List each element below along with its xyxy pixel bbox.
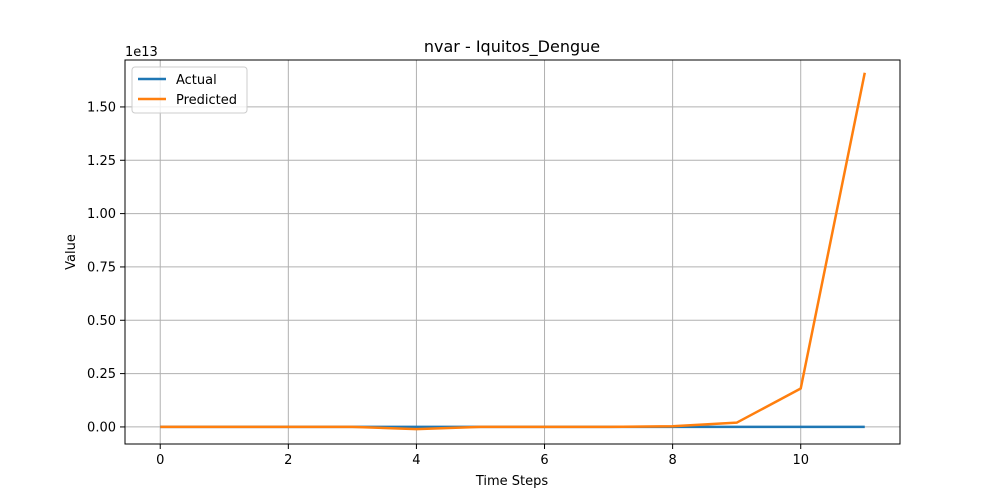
y-tick-label: 1.00 [87,207,116,222]
y-tick-label: 1.50 [87,100,116,115]
x-axis-label: Time Steps [475,474,549,489]
y-tick-label: 0.50 [87,314,116,329]
chart-title: nvar - Iquitos_Dengue [424,37,600,57]
series-layer [160,72,866,431]
series-line-predicted [160,72,866,431]
legend: Actual Predicted [131,66,248,114]
x-tick-label: 2 [284,453,292,468]
x-tick-label: 6 [540,453,548,468]
x-axis: 0 2 4 6 8 10 [156,444,809,468]
x-tick-label: 4 [412,453,420,468]
y-tick-label: 0.00 [87,420,116,435]
y-tick-label: 1.25 [87,154,116,169]
legend-label-actual: Actual [176,73,217,88]
y-offset-label: 1e13 [125,45,158,60]
x-tick-label: 10 [792,453,809,468]
legend-label-predicted: Predicted [176,93,237,108]
plot-frame [124,59,901,445]
y-tick-label: 0.75 [87,260,116,275]
grid [125,60,900,444]
y-axis: 0.00 0.25 0.50 0.75 1.00 1.25 1.50 [87,100,125,435]
y-axis-label: Value [64,234,79,270]
x-tick-label: 8 [668,453,676,468]
x-tick-label: 0 [156,453,164,468]
y-tick-label: 0.25 [87,367,116,382]
